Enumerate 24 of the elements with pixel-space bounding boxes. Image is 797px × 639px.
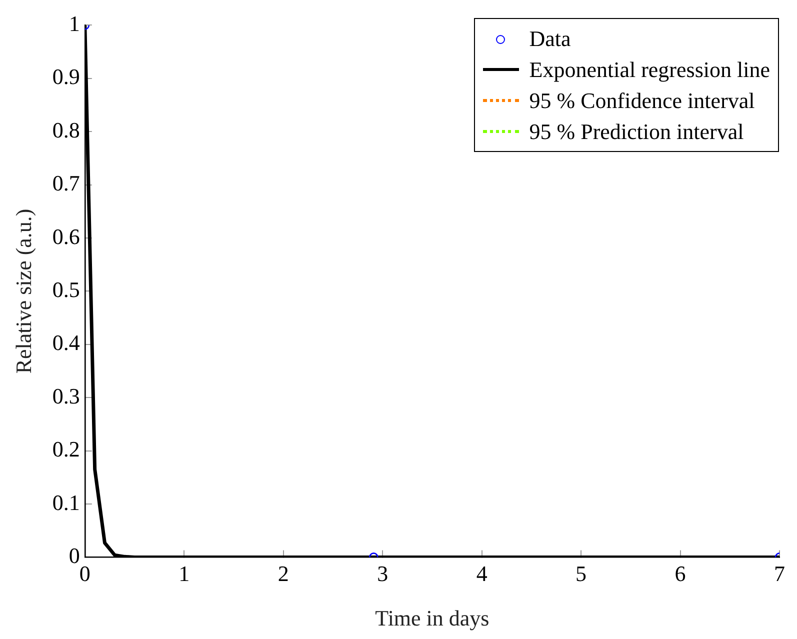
y-axis-title: Relative size (a.u.) — [10, 208, 36, 374]
x-tick-label: 2 — [278, 561, 289, 586]
x-tick-label: 7 — [774, 561, 785, 586]
y-tick-label: 1 — [68, 10, 80, 36]
y-tick-label: 0.3 — [52, 383, 80, 408]
y-tick-label: 0.5 — [52, 276, 80, 302]
legend-label: 95 % Prediction interval — [529, 118, 744, 146]
x-tick-label: 3 — [377, 561, 388, 586]
y-tick-label: 0.8 — [52, 117, 80, 142]
x-tick-label: 1 — [178, 561, 190, 586]
y-tick-label: 0.4 — [52, 330, 80, 356]
x-axis-title: Time in days — [375, 606, 490, 631]
legend-label: Data — [529, 25, 571, 53]
y-tick-label: 0.2 — [52, 436, 80, 462]
x-tick-label: 6 — [674, 561, 686, 586]
x-tick-label: 5 — [576, 561, 587, 586]
y-tick-label: 0.1 — [52, 490, 80, 515]
legend-label: 95 % Confidence interval — [529, 87, 755, 115]
legend-label: Exponential regression line — [529, 56, 770, 84]
y-tick-label: 0.9 — [52, 64, 80, 90]
y-tick-label: 0.7 — [52, 170, 80, 196]
y-tick-label: 0 — [68, 542, 80, 568]
x-tick-label: 4 — [476, 561, 488, 586]
y-tick-label: 0.6 — [52, 224, 80, 249]
